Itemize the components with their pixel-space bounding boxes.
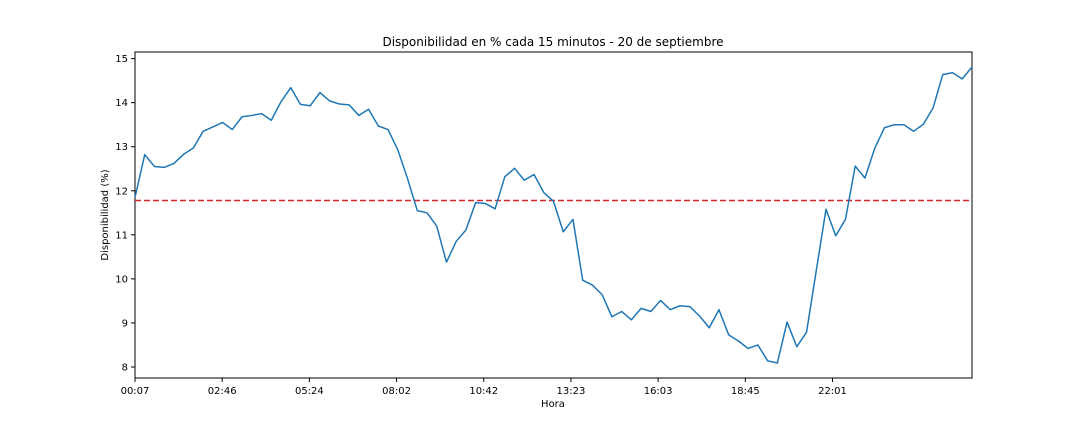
x-axis: 00:07 02:46 05:24 08:02 10:42 13:23 16:03 18:45… [121, 378, 847, 397]
series-line [134, 66, 973, 364]
x-tick-label: 02:46 [208, 386, 237, 397]
y-axis: 8 9 10 11 12 13 14 15 [115, 54, 135, 373]
x-tick-label: 00:07 [121, 386, 150, 397]
plot-frame [134, 51, 973, 379]
x-tick-label: 18:45 [731, 386, 760, 397]
y-tick-label: 9 [122, 318, 128, 329]
x-axis-label: Hora [541, 399, 565, 410]
x-tick-label: 10:42 [469, 386, 498, 397]
series-layer [134, 66, 973, 364]
y-tick-label: 13 [115, 142, 128, 153]
y-tick-label: 11 [115, 230, 128, 241]
y-tick-label: 15 [115, 54, 128, 65]
x-tick-label: 13:23 [557, 386, 586, 397]
y-tick-label: 8 [122, 362, 128, 373]
x-tick-label: 08:02 [382, 386, 411, 397]
x-tick-label: 22:01 [818, 386, 847, 397]
y-tick-label: 12 [115, 186, 128, 197]
y-tick-label: 10 [115, 274, 128, 285]
x-tick-label: 16:03 [644, 386, 673, 397]
chart-title: Disponibilidad en % cada 15 minutos - 20… [382, 35, 723, 49]
y-axis-label: Disponibilidad (%) [100, 169, 111, 260]
y-tick-label: 14 [115, 98, 128, 109]
x-tick-label: 05:24 [295, 386, 324, 397]
